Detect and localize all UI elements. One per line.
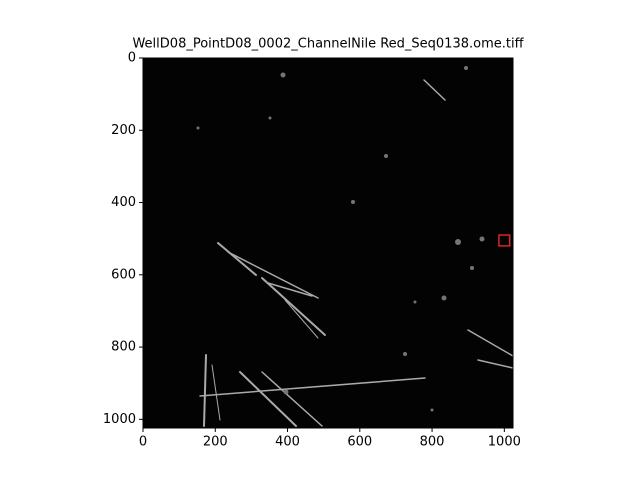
spot — [268, 116, 272, 120]
y-tick-label: 0 — [128, 51, 136, 66]
spot — [464, 66, 468, 70]
spot — [479, 236, 485, 242]
streak — [227, 251, 319, 299]
spot — [196, 126, 200, 130]
streak — [203, 354, 207, 427]
spot — [455, 239, 461, 245]
streak — [239, 371, 297, 427]
x-tick-label: 0 — [139, 435, 147, 450]
streak — [199, 377, 426, 397]
streak — [477, 359, 514, 369]
x-tick-label: 600 — [347, 435, 372, 450]
x-tick-label: 200 — [203, 435, 228, 450]
spot — [413, 300, 417, 304]
y-tick-label: 400 — [111, 195, 136, 210]
y-tick-label: 200 — [111, 123, 136, 138]
streak — [467, 329, 514, 357]
highlight-box — [498, 234, 511, 247]
spot — [384, 154, 388, 158]
spot — [351, 200, 355, 204]
y-tick-label: 800 — [111, 340, 136, 355]
spot — [430, 408, 434, 412]
axes-frame — [142, 57, 514, 429]
streak — [261, 277, 326, 336]
chart-title: WellD08_PointD08_0002_ChannelNile Red_Se… — [132, 37, 524, 52]
x-tick-label: 800 — [420, 435, 445, 450]
spot — [403, 352, 407, 356]
x-tick-label: 1000 — [488, 435, 521, 450]
streak — [267, 282, 313, 297]
y-tick-label: 1000 — [103, 412, 136, 427]
spot — [441, 295, 447, 301]
spot — [470, 266, 474, 270]
image-content — [196, 66, 514, 427]
spot — [280, 72, 286, 78]
x-tick-label: 400 — [275, 435, 300, 450]
streak — [423, 79, 446, 101]
streak — [261, 371, 323, 427]
streak — [217, 242, 257, 276]
streak — [211, 364, 221, 421]
image-background — [143, 58, 513, 428]
y-tick-label: 600 — [111, 267, 136, 282]
spot — [283, 389, 289, 395]
streak — [284, 299, 319, 339]
